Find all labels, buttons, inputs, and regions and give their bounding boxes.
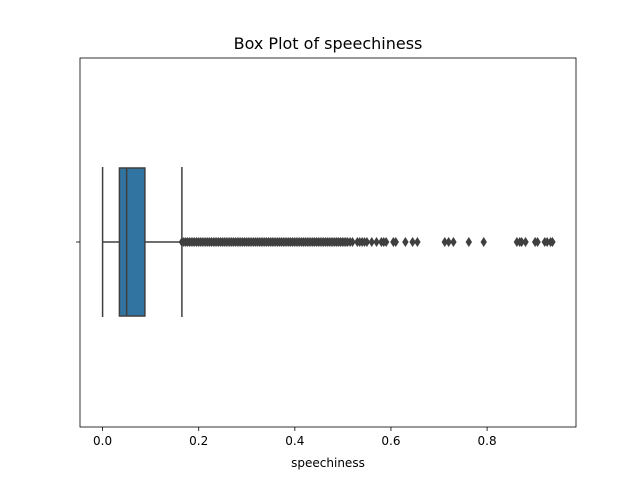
outlier-point	[543, 237, 551, 247]
x-axis-label: speechiness	[291, 456, 365, 470]
x-tick-label: 0.2	[189, 434, 208, 448]
x-tick-label: 0.6	[381, 434, 400, 448]
plot-area-frame	[79, 57, 577, 428]
outlier-point	[518, 237, 525, 247]
outlier-point	[349, 237, 356, 247]
outlier-point	[480, 237, 487, 247]
outlier-point	[368, 237, 375, 247]
outlier-point	[363, 237, 371, 247]
outlier-point	[441, 237, 448, 247]
outlier-point	[382, 237, 390, 247]
x-tick-label: 0.4	[285, 434, 304, 448]
outlier-point	[450, 237, 457, 247]
box-iqr	[118, 167, 146, 317]
plot-layer	[101, 167, 556, 317]
outlier-point	[373, 237, 380, 247]
outlier-point	[465, 237, 473, 247]
outlier-point	[534, 237, 541, 247]
outlier-point	[409, 237, 416, 247]
outlier-point	[522, 237, 529, 247]
outlier-point	[549, 237, 556, 247]
x-tick-label: 0.0	[93, 434, 112, 448]
outlier-point	[402, 237, 409, 247]
x-axis: 0.0 0.2 0.4 0.6 0.8	[76, 241, 497, 448]
outlier-point	[392, 237, 399, 247]
chart-title: Box Plot of speechiness	[234, 34, 423, 53]
x-tick-label: 0.8	[478, 434, 497, 448]
outlier-point	[445, 237, 452, 247]
outlier-point	[414, 237, 421, 247]
